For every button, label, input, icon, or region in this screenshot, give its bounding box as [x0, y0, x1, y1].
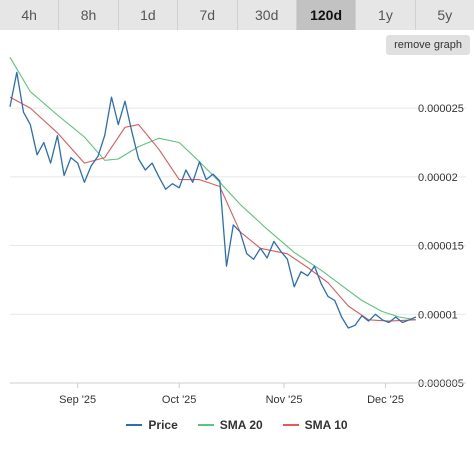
- y-tick-label: 0.000005: [418, 378, 464, 390]
- y-tick-label: 0.000015: [418, 241, 464, 253]
- chart-legend: Price SMA 20 SMA 10: [0, 418, 474, 432]
- x-tick-label: Oct '25: [162, 394, 197, 406]
- x-tick-label: Nov '25: [266, 394, 303, 406]
- x-tick-label: Sep '25: [59, 394, 96, 406]
- x-tick-label: Dec '25: [367, 394, 404, 406]
- y-tick-label: 0.000025: [418, 103, 464, 115]
- legend-label-sma20: SMA 20: [219, 418, 263, 432]
- legend-item-sma20[interactable]: SMA 20: [197, 418, 263, 432]
- legend-label-price: Price: [148, 418, 178, 432]
- tab-4h[interactable]: 4h: [0, 0, 60, 30]
- legend-item-sma10[interactable]: SMA 10: [282, 418, 348, 432]
- legend-swatch-sma10: [282, 424, 299, 426]
- price-line: [9, 71, 417, 329]
- timeframe-tabs: 4h 8h 1d 7d 30d 120d 1y 5y: [0, 0, 474, 30]
- y-tick-label: 0.00002: [418, 172, 458, 184]
- sma10-line: [9, 96, 417, 322]
- tab-7d[interactable]: 7d: [178, 0, 238, 30]
- tab-8h[interactable]: 8h: [59, 0, 119, 30]
- tab-1y[interactable]: 1y: [356, 0, 416, 30]
- sma20-line: [9, 57, 417, 321]
- legend-item-price[interactable]: Price: [126, 418, 178, 432]
- tab-120d[interactable]: 120d: [296, 0, 357, 30]
- tab-30d[interactable]: 30d: [237, 0, 297, 30]
- y-tick-label: 0.00001: [418, 309, 458, 321]
- legend-label-sma10: SMA 10: [304, 418, 348, 432]
- remove-graph-button[interactable]: remove graph: [386, 35, 470, 55]
- legend-swatch-sma20: [197, 424, 214, 426]
- legend-swatch-price: [126, 424, 143, 426]
- tab-1d[interactable]: 1d: [118, 0, 179, 30]
- tab-5y[interactable]: 5y: [415, 0, 474, 30]
